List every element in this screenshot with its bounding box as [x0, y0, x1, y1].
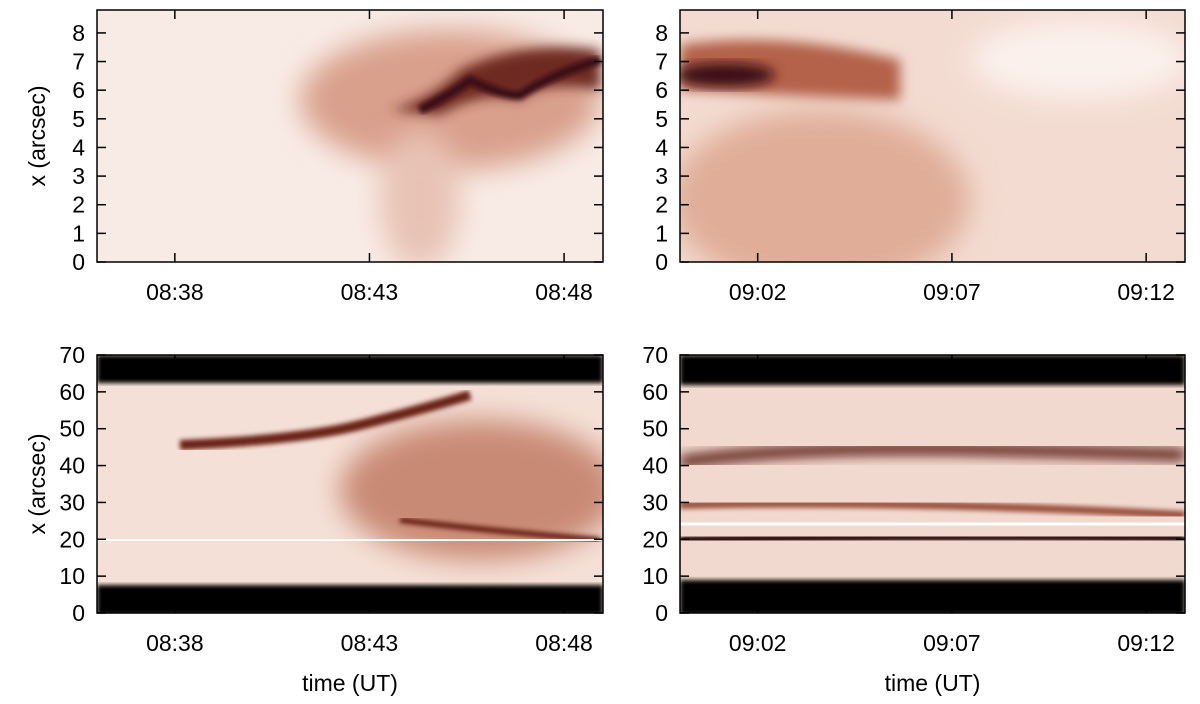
y-tick-label: 5	[655, 106, 668, 132]
y-tick-label: 0	[655, 249, 668, 275]
y-tick-label: 7	[655, 49, 668, 75]
y-tick-label: 6	[655, 77, 668, 103]
x-axis-label: time (UT)	[302, 670, 398, 696]
y-tick-label: 4	[655, 134, 668, 160]
y-axis-label: x (arcsec)	[24, 434, 50, 535]
plot-frame	[679, 354, 1186, 614]
x-tick-label: 08:43	[341, 279, 399, 305]
y-tick-label: 20	[59, 526, 85, 552]
x-tick-label: 09:07	[923, 630, 981, 656]
y-tick-label: 2	[655, 192, 668, 218]
plot-frame	[679, 9, 1186, 263]
y-axis-label: x (arcsec)	[24, 86, 50, 187]
y-tick-label: 4	[72, 134, 85, 160]
x-tick-label: 09:12	[1117, 630, 1175, 656]
y-tick-label: 50	[59, 416, 85, 442]
y-tick-label: 0	[72, 600, 85, 626]
x-tick-label: 09:07	[923, 279, 981, 305]
heatmap-image	[97, 10, 603, 262]
x-tick-label: 08:43	[341, 630, 399, 656]
y-tick-label: 8	[72, 20, 85, 46]
y-tick-label: 5	[72, 106, 85, 132]
y-tick-label: 40	[642, 453, 668, 479]
y-tick-label: 6	[72, 77, 85, 103]
y-tick-label: 0	[72, 249, 85, 275]
x-tick-label: 09:02	[729, 279, 787, 305]
y-tick-label: 40	[59, 453, 85, 479]
x-axis-label: time (UT)	[885, 670, 981, 696]
y-tick-label: 10	[642, 563, 668, 589]
x-tick-label: 09:02	[729, 630, 787, 656]
x-tick-label: 08:38	[146, 279, 204, 305]
x-tick-label: 08:48	[535, 630, 593, 656]
plot-frame	[96, 9, 604, 263]
y-tick-label: 60	[59, 379, 85, 405]
y-tick-label: 20	[642, 526, 668, 552]
y-tick-label: 60	[642, 379, 668, 405]
y-tick-label: 30	[59, 489, 85, 515]
heatmap-image	[97, 355, 603, 613]
heatmap-image	[680, 10, 1185, 262]
y-tick-label: 8	[655, 20, 668, 46]
y-tick-label: 2	[72, 192, 85, 218]
y-tick-label: 1	[72, 220, 85, 246]
x-tick-label: 08:38	[146, 630, 204, 656]
y-tick-label: 3	[655, 163, 668, 189]
y-tick-label: 50	[642, 416, 668, 442]
heatmap-image	[680, 355, 1185, 613]
y-tick-label: 30	[642, 489, 668, 515]
y-tick-label: 3	[72, 163, 85, 189]
y-tick-label: 70	[642, 342, 668, 368]
y-tick-label: 10	[59, 563, 85, 589]
x-tick-label: 09:12	[1117, 279, 1175, 305]
y-tick-label: 70	[59, 342, 85, 368]
y-tick-label: 1	[655, 220, 668, 246]
plot-frame	[96, 354, 604, 614]
y-tick-label: 0	[655, 600, 668, 626]
y-tick-label: 7	[72, 49, 85, 75]
x-tick-label: 08:48	[535, 279, 593, 305]
